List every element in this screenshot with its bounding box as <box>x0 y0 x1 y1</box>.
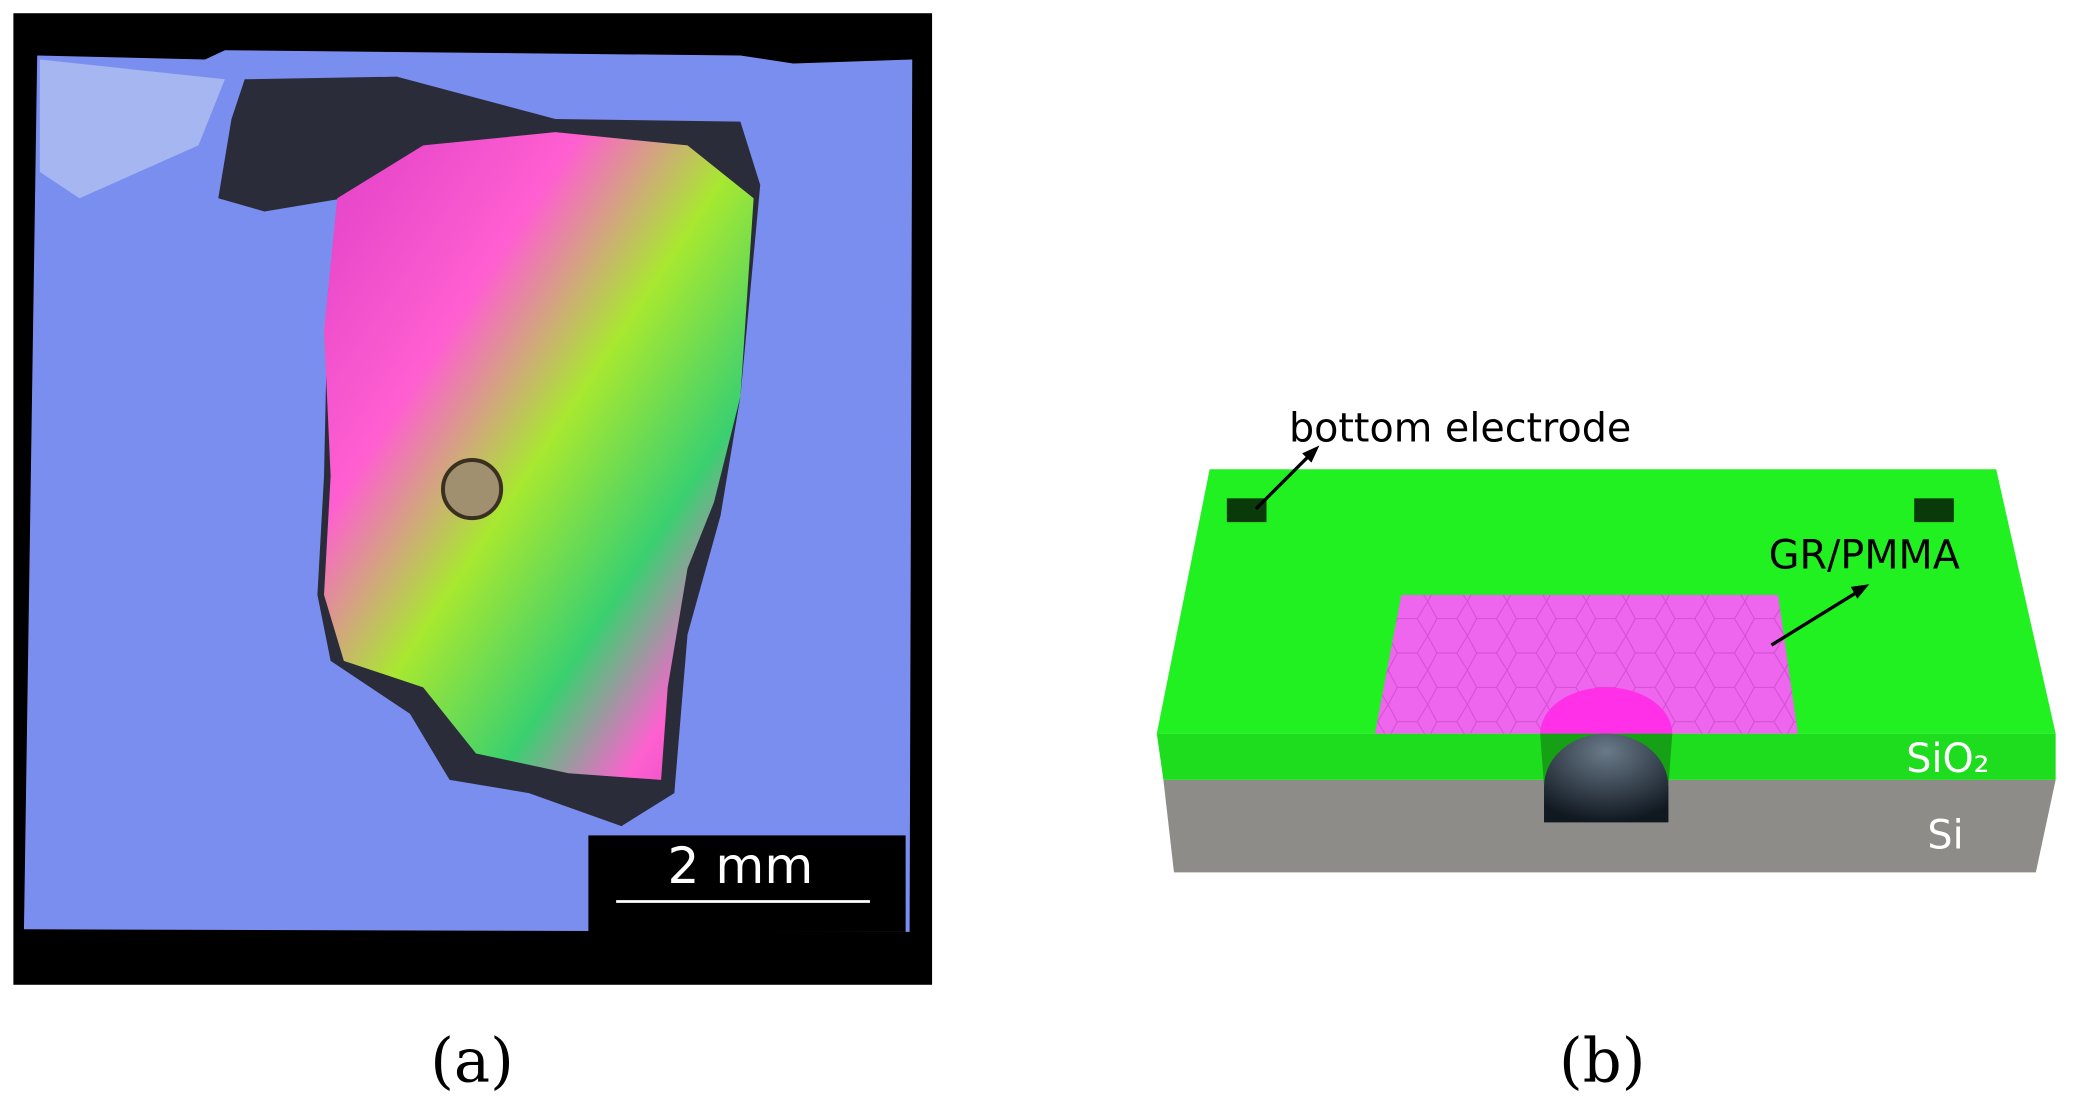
arrowhead <box>1302 445 1320 463</box>
flake <box>324 132 754 780</box>
layer-label: Si <box>1927 813 1963 859</box>
arrow <box>1770 588 1863 647</box>
cavity <box>1544 733 1669 823</box>
arrowhead <box>1850 584 1870 599</box>
substrate-edge <box>39 59 225 199</box>
scale-bar-box <box>588 835 906 932</box>
annotation: bottom electrode <box>1289 405 1631 451</box>
graphene-lattice <box>1374 594 1798 734</box>
particle <box>441 458 504 521</box>
electrode <box>1914 498 1954 523</box>
si-layer <box>1163 779 2056 873</box>
panel-b: bottom electrode GR/PMMA SiO₂ Si (b) <box>1156 405 2056 1096</box>
electrode <box>1226 498 1267 523</box>
layer-label: SiO₂ <box>1906 736 1989 782</box>
suspended-membrane <box>1540 687 1673 734</box>
scale-bar-label: 2 mm <box>668 836 814 895</box>
panel-label: (a) <box>430 1026 514 1096</box>
panel-a: 2 mm (a) <box>13 13 933 1096</box>
panel-label: (b) <box>1559 1026 1645 1096</box>
annotation: GR/PMMA <box>1769 532 1960 578</box>
arrow <box>1254 450 1314 511</box>
